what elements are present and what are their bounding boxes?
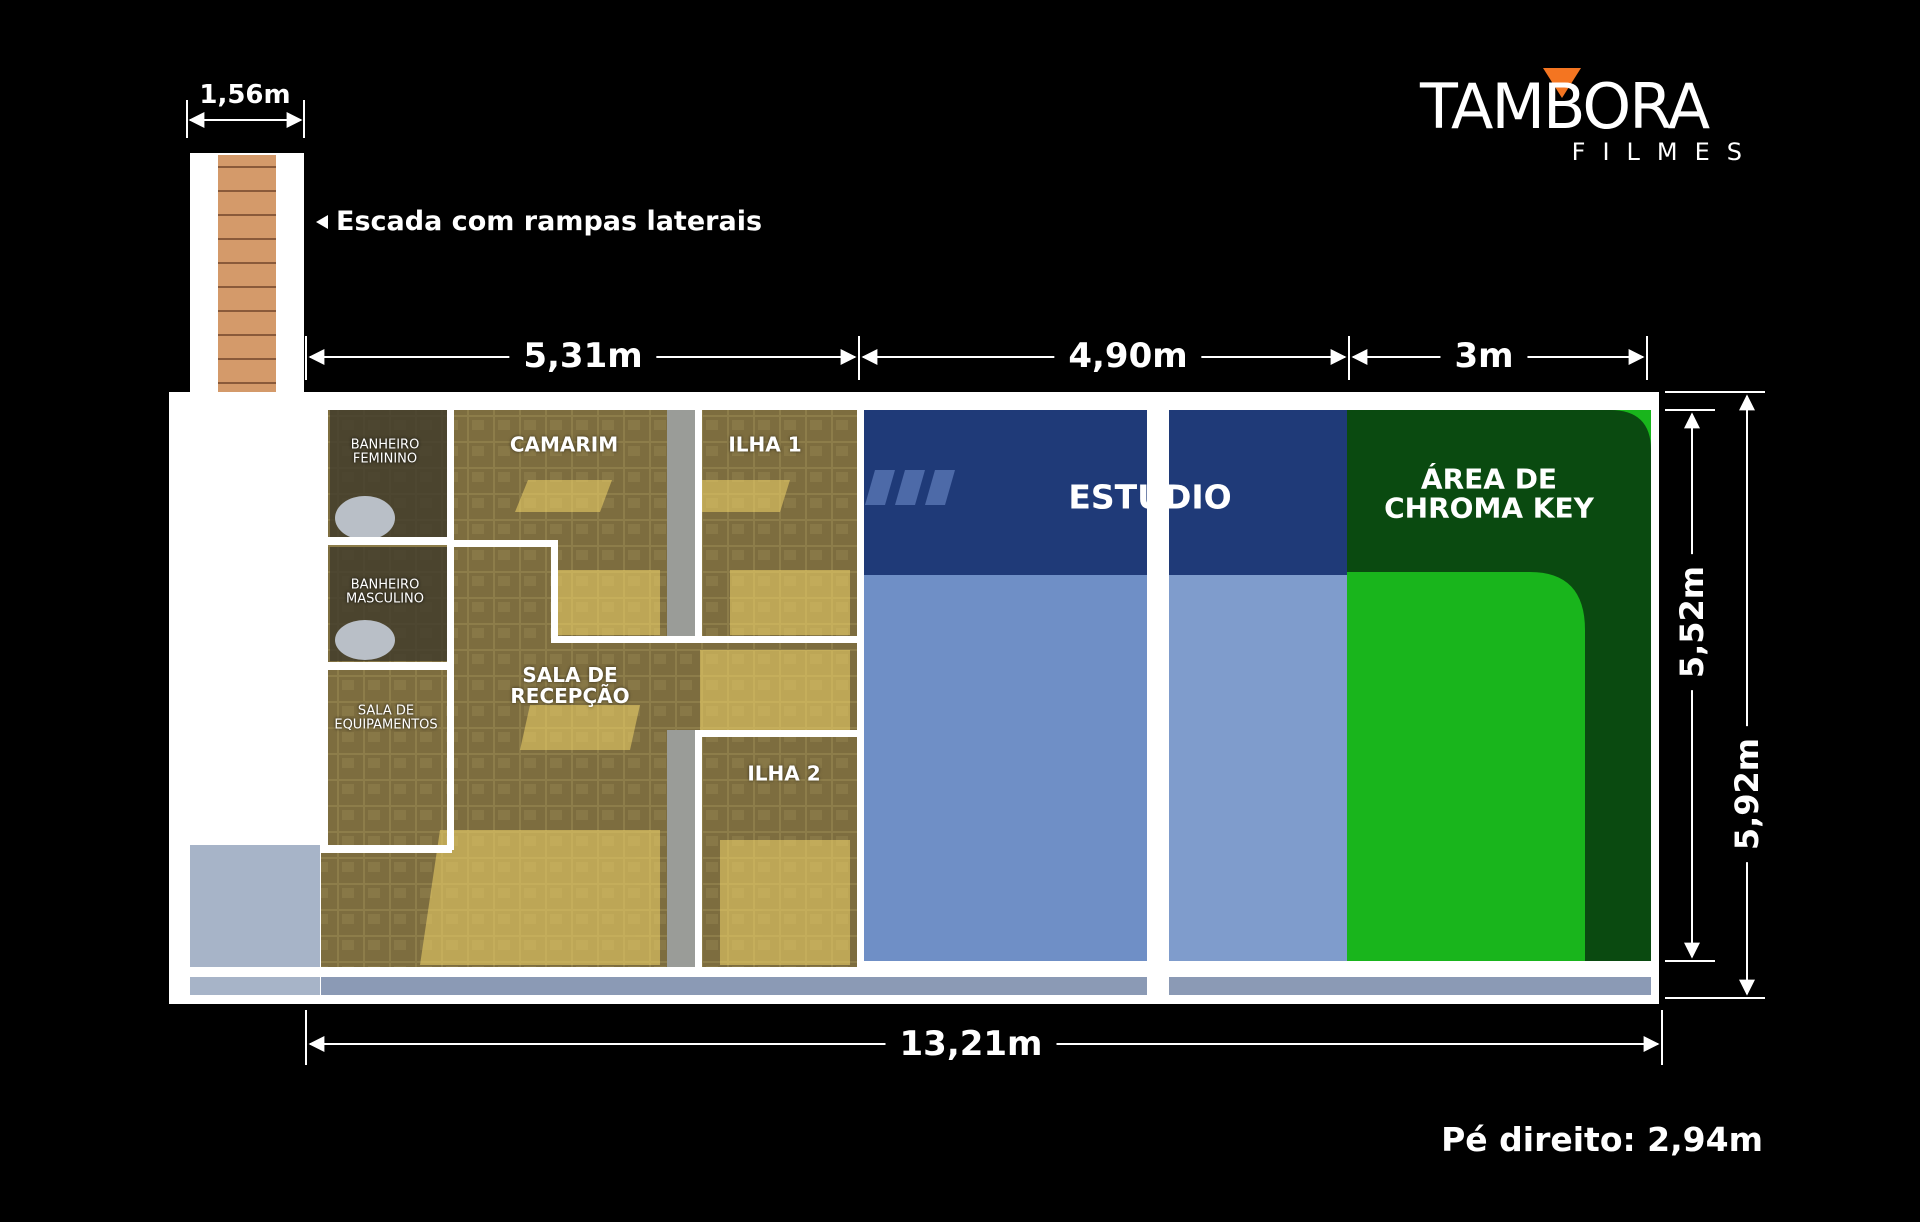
dim-top-2: 4,90m (1054, 336, 1202, 376)
logo-triangle-icon (1543, 68, 1581, 98)
tambora-logo: TAMBORA FILMES (1420, 60, 1765, 170)
room-ilha-1: ILHA 1 (728, 432, 802, 457)
room-camarim: CAMARIM (509, 432, 619, 457)
logo-sub: FILMES (1571, 138, 1759, 166)
room-sala-equipamentos: SALA DE EQUIPAMENTOS (334, 703, 438, 732)
dim-right-outer: 5,92m (1728, 725, 1766, 863)
dim-top-1: 5,31m (509, 336, 657, 376)
room-sala-recepcao: SALA DE RECEPÇÃO (510, 663, 630, 708)
room-estudio: ESTÚDIO (1068, 477, 1232, 517)
room-banheiro-masculino: BANHEIRO MASCULINO (346, 577, 424, 606)
logo-word: TAMBORA (1420, 70, 1710, 143)
room-chroma-key: ÁREA DE CHROMA KEY (1384, 462, 1594, 525)
dim-top-3: 3m (1440, 336, 1528, 376)
stairs-width-label: 1,56m (195, 80, 295, 110)
room-banheiro-feminino: BANHEIRO FEMININO (350, 437, 420, 466)
dim-bottom: 13,21m (885, 1024, 1057, 1064)
ceiling-height: Pé direito: 2,94m (1441, 1120, 1763, 1159)
room-ilha-2: ILHA 2 (747, 761, 821, 786)
dimension-lines (186, 100, 1765, 1065)
stairs-caption: Escada com rampas laterais (336, 206, 763, 237)
dim-right-inner: 5,52m (1673, 553, 1711, 691)
pointer-arrow-icon (316, 215, 328, 229)
